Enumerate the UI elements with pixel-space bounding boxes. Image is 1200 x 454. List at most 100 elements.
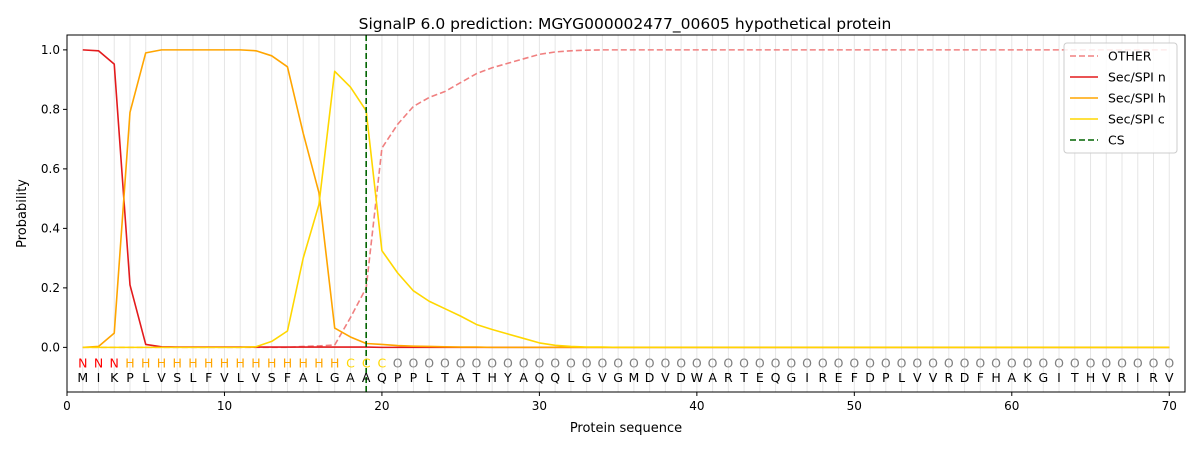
residue-letter: T <box>440 370 449 385</box>
region-label: O <box>708 355 718 370</box>
region-label: O <box>660 355 670 370</box>
region-label: O <box>519 355 529 370</box>
region-label: O <box>1101 355 1111 370</box>
residue-letter: L <box>426 370 433 385</box>
region-label: O <box>928 355 938 370</box>
region-label: O <box>1038 355 1048 370</box>
residue-letter: G <box>330 370 340 385</box>
region-label: H <box>251 355 260 370</box>
region-label: O <box>692 355 702 370</box>
residue-letter: V <box>913 370 922 385</box>
residue-letter: V <box>220 370 229 385</box>
residue-letter: F <box>977 370 984 385</box>
region-label: H <box>173 355 182 370</box>
region-label: C <box>378 355 387 370</box>
legend-label: CS <box>1108 133 1125 148</box>
residue-letter: R <box>1149 370 1158 385</box>
region-label: H <box>157 355 166 370</box>
region-label: H <box>267 355 276 370</box>
residue-letter: V <box>598 370 607 385</box>
residue-letter: P <box>394 370 402 385</box>
region-label: O <box>834 355 844 370</box>
residue-letter: P <box>882 370 890 385</box>
residue-letter: I <box>1136 370 1140 385</box>
region-label: H <box>298 355 307 370</box>
region-label: O <box>849 355 859 370</box>
residue-letter: D <box>645 370 655 385</box>
residue-letter: S <box>173 370 181 385</box>
residue-letter: L <box>567 370 574 385</box>
region-label: O <box>1117 355 1127 370</box>
x-tick-label: 10 <box>217 399 232 413</box>
residue-letter: I <box>1057 370 1061 385</box>
residue-letter: F <box>851 370 858 385</box>
x-tick-label: 0 <box>63 399 71 413</box>
residue-letter: V <box>1165 370 1174 385</box>
x-tick-label: 40 <box>689 399 704 413</box>
residue-letter: D <box>676 370 686 385</box>
region-label: H <box>188 355 197 370</box>
region-label: O <box>771 355 781 370</box>
legend-box <box>1063 42 1178 154</box>
region-label: H <box>314 355 323 370</box>
residue-letter: A <box>299 370 308 385</box>
residue-letter: G <box>1038 370 1048 385</box>
series-layer <box>82 49 1170 349</box>
residue-letter: A <box>346 370 355 385</box>
y-tick-label: 0.8 <box>41 102 60 116</box>
residue-letter: D <box>960 370 970 385</box>
residue-letter: K <box>110 370 119 385</box>
residue-letter: A <box>362 370 371 385</box>
residue-letter: E <box>835 370 843 385</box>
region-label: O <box>550 355 560 370</box>
residue-letter: V <box>661 370 670 385</box>
region-label: H <box>204 355 213 370</box>
legend: OTHER Sec/SPI n Sec/SPI h Sec/SPI c CS <box>1063 42 1178 154</box>
y-tick-label: 0.4 <box>41 221 60 235</box>
residue-letter: V <box>929 370 938 385</box>
residue-letter: R <box>818 370 827 385</box>
grid-lines <box>82 35 1170 392</box>
region-label: O <box>597 355 607 370</box>
residue-letter: W <box>691 370 703 385</box>
residue-letter: L <box>315 370 322 385</box>
y-tick-label: 1.0 <box>41 43 60 57</box>
x-axis-label: Protein sequence <box>570 421 682 436</box>
region-label: H <box>125 355 134 370</box>
region-label: H <box>283 355 292 370</box>
region-label: O <box>944 355 954 370</box>
residue-letter: H <box>991 370 1000 385</box>
residue-letter: F <box>205 370 212 385</box>
residue-letter: R <box>724 370 733 385</box>
region-label: H <box>330 355 339 370</box>
residue-letter: I <box>805 370 809 385</box>
sequence-letters: NMNINKHPHLHVHSHLHFHVHLHVHSHFHAHLHGCACACQ… <box>77 355 1174 385</box>
x-tick-label: 60 <box>1004 399 1019 413</box>
legend-label: OTHER <box>1108 49 1152 64</box>
region-label: O <box>818 355 828 370</box>
region-label: N <box>94 355 103 370</box>
axes-ticks: 0 10 20 30 40 50 60 70 0.0 0.2 0.4 0.6 0.8 1.0 <box>41 43 1177 413</box>
residue-letter: K <box>1023 370 1032 385</box>
y-axis-label: Probability <box>15 179 30 248</box>
region-label: O <box>755 355 765 370</box>
y-tick-label: 0.2 <box>41 281 60 295</box>
x-tick-label: 70 <box>1162 399 1177 413</box>
residue-letter: H <box>1086 370 1095 385</box>
plot-frame <box>66 34 1186 393</box>
region-label: C <box>346 355 355 370</box>
region-label: O <box>1164 355 1174 370</box>
region-label: O <box>881 355 891 370</box>
residue-letter: Q <box>377 370 387 385</box>
region-label: O <box>645 355 655 370</box>
region-label: O <box>897 355 907 370</box>
residue-letter: S <box>268 370 276 385</box>
chart-title: SignalP 6.0 prediction: MGYG000002477_00… <box>359 15 892 34</box>
residue-letter: A <box>708 370 717 385</box>
residue-letter: P <box>410 370 418 385</box>
x-tick-label: 50 <box>847 399 862 413</box>
series-line-3 <box>82 70 1170 349</box>
region-label: O <box>629 355 639 370</box>
